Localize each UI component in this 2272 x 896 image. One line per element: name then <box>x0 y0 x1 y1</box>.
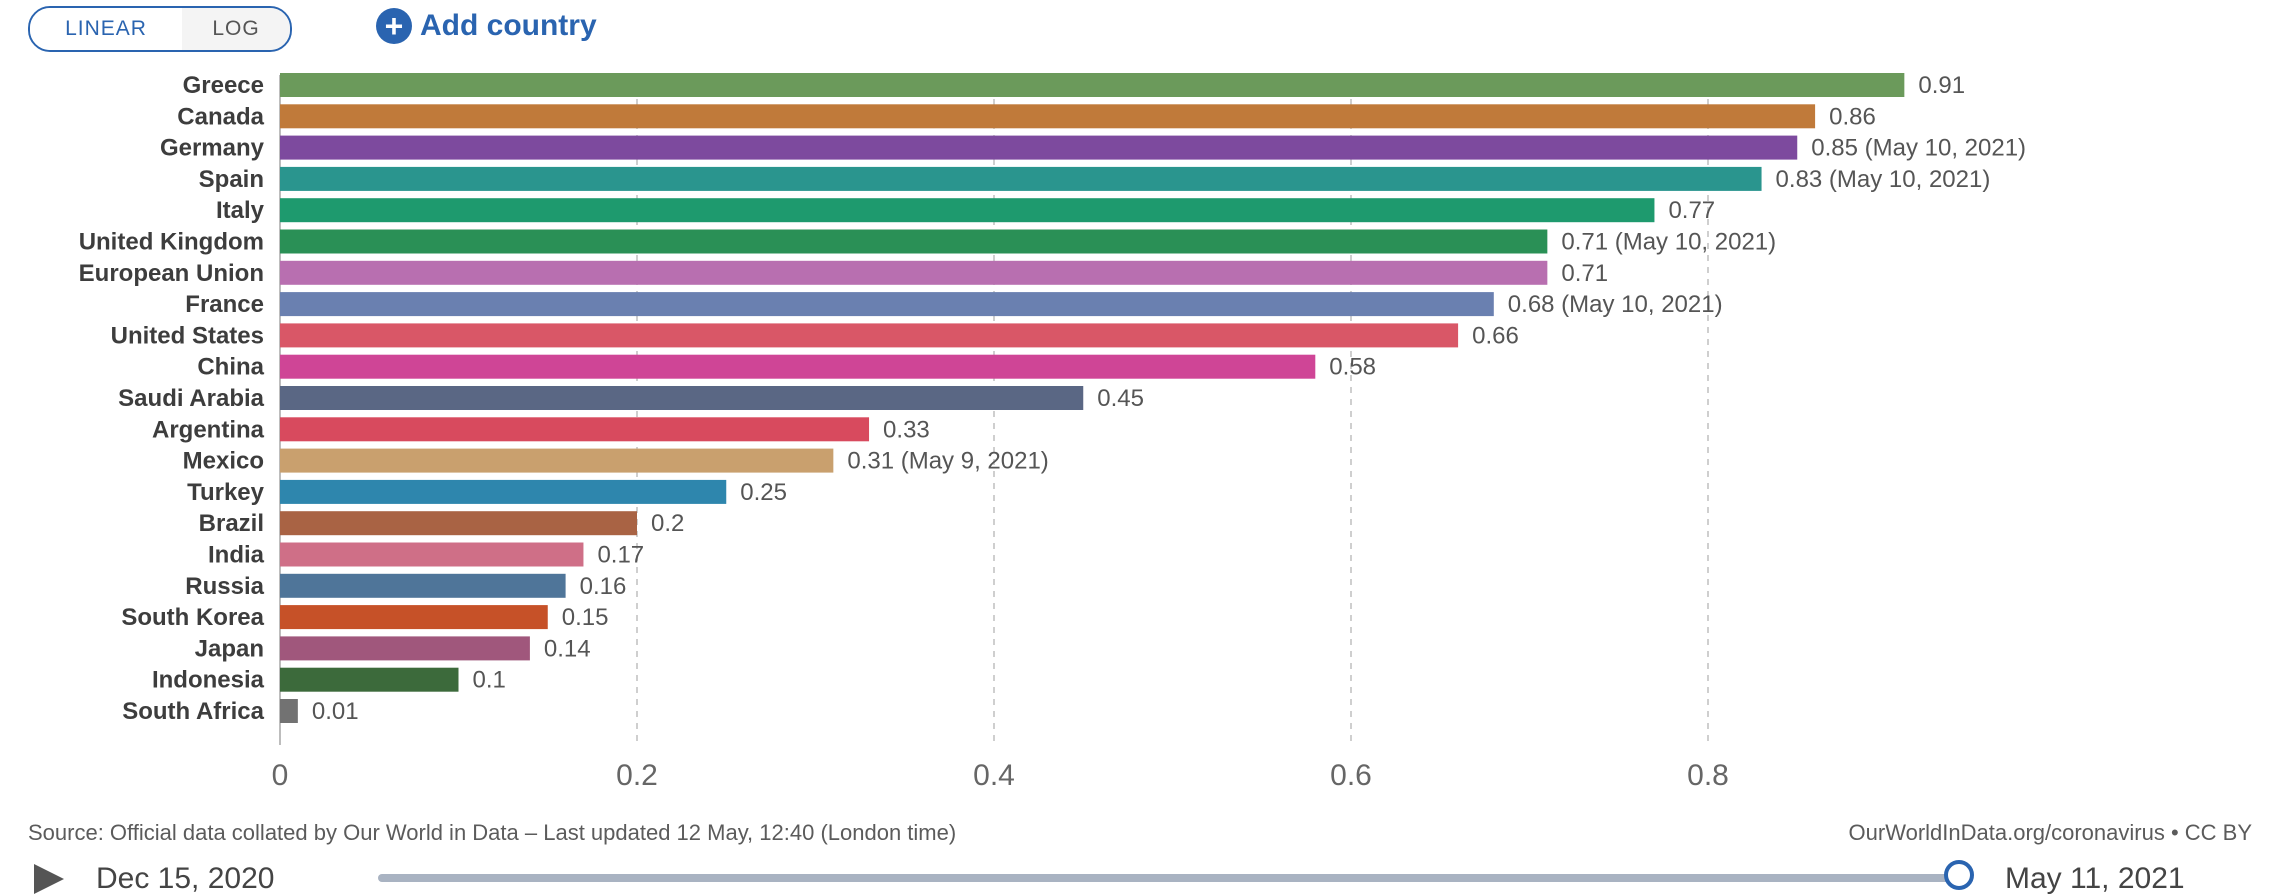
timeline-slider-handle[interactable] <box>1944 860 1974 890</box>
category-label: Germany <box>160 135 265 162</box>
bars: Greece 0.91 Canada 0.86 Germany 0.85 (May 10,… <box>79 72 2026 725</box>
scale-toggle: LINEAR LOG <box>28 6 292 52</box>
bar[interactable] <box>280 479 727 504</box>
credit-link[interactable]: OurWorldInData.org/coronavirus • CC BY <box>1848 820 2252 845</box>
bar[interactable] <box>280 699 298 723</box>
value-label: 0.66 <box>1472 322 1519 349</box>
category-label: Mexico <box>183 448 264 475</box>
bar[interactable] <box>280 417 870 442</box>
category-label: South Korea <box>121 604 264 631</box>
bar[interactable] <box>280 229 1548 254</box>
category-label: France <box>185 291 264 318</box>
bar[interactable] <box>280 260 1548 285</box>
log-scale-button[interactable]: LOG <box>182 8 290 50</box>
bar[interactable] <box>280 542 584 567</box>
value-label: 0.71 (May 10, 2021) <box>1561 229 1776 256</box>
category-label: South Africa <box>122 698 264 725</box>
category-label: Brazil <box>199 510 264 537</box>
value-label: 0.85 (May 10, 2021) <box>1811 135 2026 162</box>
category-label: Saudi Arabia <box>118 385 264 412</box>
source-note: Source: Official data collated by Our Wo… <box>28 820 957 845</box>
category-label: Indonesia <box>152 667 265 694</box>
bar[interactable] <box>280 511 637 536</box>
x-axis-ticks: 0 0.2 0.4 0.6 0.8 <box>272 759 1729 792</box>
bar[interactable] <box>280 448 834 473</box>
add-country-button[interactable]: + Add country <box>376 4 597 48</box>
category-label: China <box>197 354 264 381</box>
bar[interactable] <box>280 573 566 598</box>
timeline-slider-track[interactable] <box>378 874 1960 882</box>
bar[interactable] <box>280 104 1816 129</box>
category-label: Greece <box>183 72 264 99</box>
x-tick-label: 0 <box>272 759 289 792</box>
value-label: 0.25 <box>740 479 787 506</box>
value-label: 0.86 <box>1829 103 1876 130</box>
category-label: India <box>208 542 265 569</box>
value-label: 0.14 <box>544 635 591 662</box>
bar[interactable] <box>280 198 1655 223</box>
value-label: 0.83 (May 10, 2021) <box>1776 166 1991 193</box>
value-label: 0.68 (May 10, 2021) <box>1508 291 1723 318</box>
category-label: Russia <box>185 573 264 600</box>
play-icon[interactable] <box>34 864 64 894</box>
bar[interactable] <box>280 386 1084 410</box>
bar-chart: Greece 0.91 Canada 0.86 Germany 0.85 (May 10,… <box>79 72 2026 792</box>
category-label: Italy <box>216 197 265 224</box>
category-label: Canada <box>177 103 264 130</box>
category-label: European Union <box>79 260 264 287</box>
category-label: Turkey <box>187 479 265 506</box>
timeline: Dec 15, 2020 May 11, 2021 <box>0 858 2272 895</box>
category-label: United Kingdom <box>79 229 264 256</box>
x-tick-label: 0.4 <box>973 759 1015 792</box>
value-label: 0.91 <box>1918 72 1965 99</box>
value-label: 0.2 <box>651 510 684 537</box>
value-label: 0.45 <box>1097 385 1144 412</box>
category-label: United States <box>111 322 264 349</box>
add-country-label: Add country <box>420 9 597 42</box>
value-label: 0.71 <box>1561 260 1608 287</box>
value-label: 0.16 <box>580 573 627 600</box>
x-tick-label: 0.8 <box>1687 759 1729 792</box>
category-label: Argentina <box>152 416 265 443</box>
value-label: 0.77 <box>1668 197 1715 224</box>
category-label: Japan <box>195 635 264 662</box>
x-tick-label: 0.6 <box>1330 759 1372 792</box>
value-label: 0.31 (May 9, 2021) <box>847 448 1048 475</box>
bar[interactable] <box>280 166 1762 191</box>
timeline-start-date: Dec 15, 2020 <box>96 862 275 895</box>
bar[interactable] <box>280 636 530 661</box>
linear-scale-button[interactable]: LINEAR <box>30 8 182 50</box>
value-label: 0.01 <box>312 698 359 725</box>
bar[interactable] <box>280 292 1494 317</box>
value-label: 0.1 <box>473 667 506 694</box>
bar[interactable] <box>280 323 1459 348</box>
plus-circle-icon: + <box>376 8 412 44</box>
value-label: 0.15 <box>562 604 609 631</box>
bar[interactable] <box>280 135 1798 160</box>
x-tick-label: 0.2 <box>616 759 658 792</box>
timeline-end-date: May 11, 2021 <box>2005 862 2185 895</box>
bar[interactable] <box>280 354 1316 379</box>
value-label: 0.58 <box>1329 354 1376 381</box>
bar[interactable] <box>280 667 459 692</box>
bar[interactable] <box>280 605 548 630</box>
category-label: Spain <box>199 166 264 193</box>
value-label: 0.33 <box>883 416 930 443</box>
bar[interactable] <box>280 73 1905 97</box>
value-label: 0.17 <box>597 542 644 569</box>
